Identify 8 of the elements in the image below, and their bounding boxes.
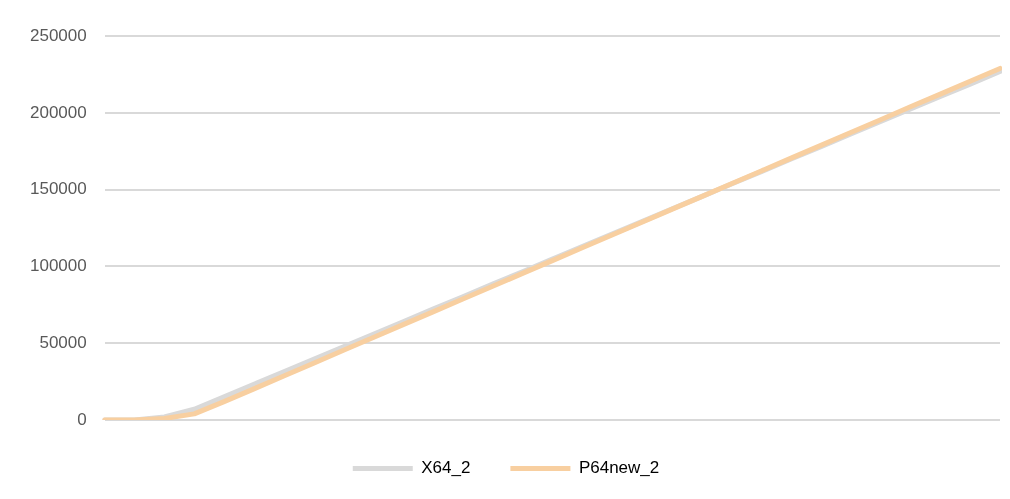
y-tick-label: 100000: [29, 256, 87, 276]
legend-label: P64new_2: [578, 458, 660, 478]
y-tick-label: 250000: [29, 25, 87, 45]
legend-label: X64_2: [421, 458, 471, 478]
y-tick-label: 0: [77, 409, 87, 429]
y-tick-label: 200000: [29, 102, 87, 122]
y-tick-label: 150000: [29, 179, 87, 199]
y-tick-label: 50000: [39, 332, 87, 352]
